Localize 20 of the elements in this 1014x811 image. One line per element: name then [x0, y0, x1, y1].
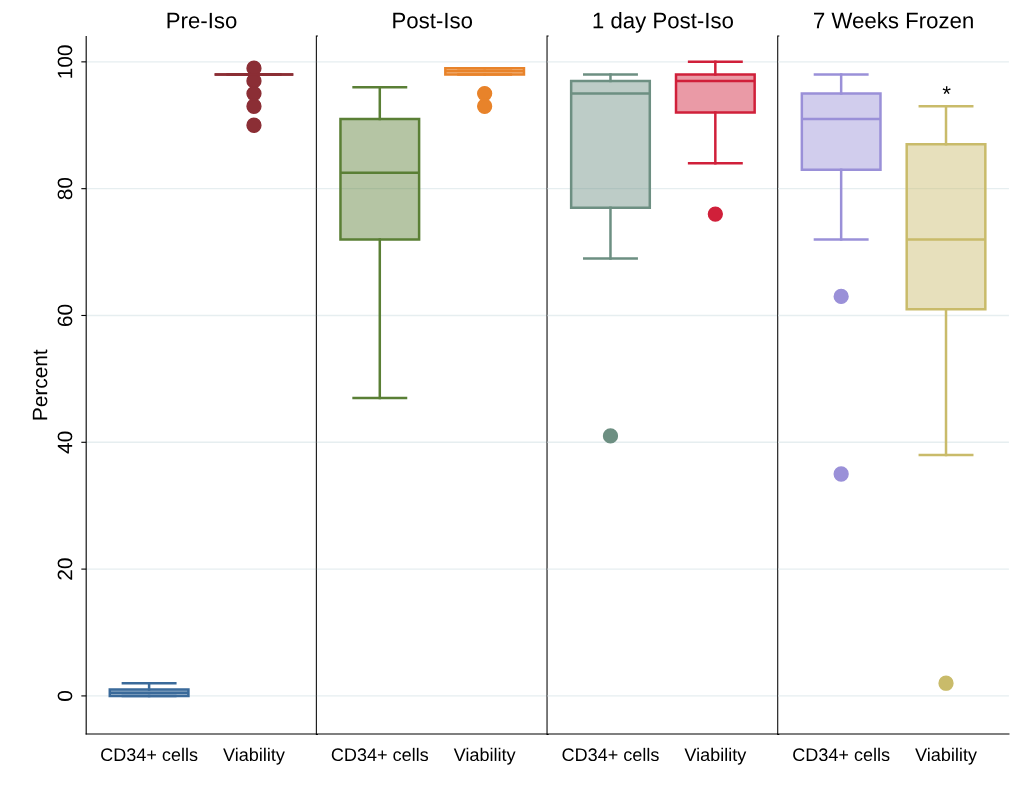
x-tick-label: Viability [453, 747, 516, 765]
x-tick-label: Viability [684, 747, 747, 765]
annotation: * [942, 86, 951, 95]
y-tick-label: 40 [57, 431, 73, 454]
chart-title: Post-Iso [393, 12, 473, 29]
x-tick-label: CD34+ cells [793, 747, 890, 762]
chart-title: Pre-Iso [167, 12, 237, 29]
x-tick-label: Viability [915, 747, 977, 765]
x-tick-label: CD34+ cells [562, 747, 659, 762]
x-tick-label: CD34+ cells [331, 747, 429, 762]
chart-title: 7 Weeks Frozen [814, 12, 973, 29]
y-tick-label: 20 [57, 558, 73, 580]
y-tick-label: 0 [57, 690, 73, 701]
chart-title: 1 day Post-Iso [593, 12, 733, 33]
y-tick-label: 60 [57, 304, 73, 327]
x-tick-label: Viability [223, 747, 285, 765]
x-tick-label: CD34+ cells [101, 747, 198, 762]
y-axis-title: Percent [32, 349, 48, 420]
y-tick-label: 80 [57, 177, 73, 200]
y-tick-label: 100 [57, 45, 73, 78]
